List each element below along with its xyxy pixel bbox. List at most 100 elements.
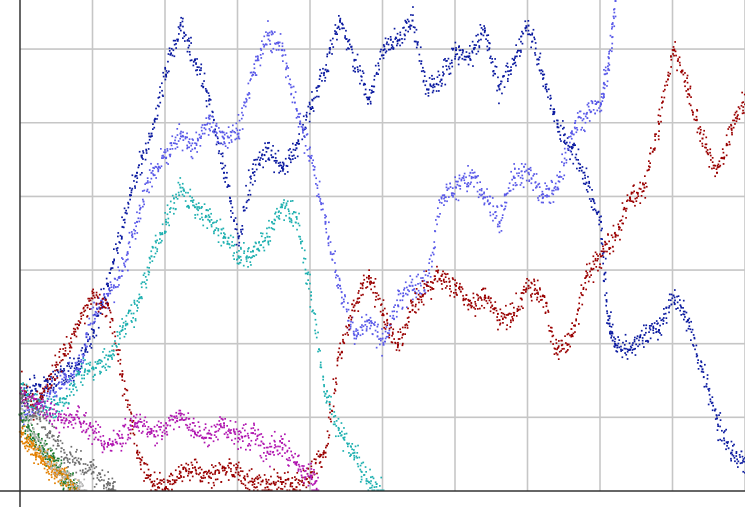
- point: [648, 166, 651, 168]
- data-point-0-6: [107, 284, 109, 287]
- point: [520, 163, 523, 165]
- data-point-3-7: [121, 329, 124, 331]
- point: [574, 325, 576, 327]
- data-point-3-3: [63, 402, 66, 405]
- point: [134, 174, 137, 177]
- point: [246, 199, 249, 202]
- point: [401, 326, 404, 329]
- point: [37, 399, 40, 401]
- point: [313, 458, 316, 460]
- point: [483, 25, 485, 27]
- point: [81, 353, 84, 356]
- point: [548, 188, 550, 191]
- point: [231, 241, 233, 243]
- point: [738, 118, 741, 120]
- point: [230, 141, 233, 143]
- point: [593, 202, 596, 205]
- point: [54, 416, 56, 419]
- data-point-2-3: [63, 353, 66, 356]
- point: [377, 323, 379, 326]
- point: [335, 377, 337, 380]
- point: [388, 48, 390, 51]
- point: [231, 475, 234, 478]
- point: [297, 481, 299, 484]
- point: [221, 152, 224, 155]
- point: [210, 212, 212, 215]
- point: [638, 187, 641, 190]
- point: [188, 207, 190, 209]
- point: [104, 299, 107, 302]
- point: [281, 488, 284, 490]
- point: [297, 113, 300, 115]
- point: [684, 85, 686, 88]
- point: [646, 169, 649, 172]
- point: [216, 219, 218, 222]
- point: [319, 349, 321, 352]
- point: [58, 415, 60, 418]
- point: [195, 472, 198, 475]
- point: [84, 345, 87, 347]
- point: [679, 64, 681, 67]
- point: [341, 22, 343, 25]
- data-point-2-39: [585, 275, 588, 277]
- point: [530, 182, 533, 185]
- point: [417, 308, 420, 311]
- point: [441, 273, 444, 276]
- point: [178, 183, 181, 186]
- point: [120, 330, 123, 332]
- point: [510, 321, 512, 324]
- point: [145, 148, 147, 151]
- point: [174, 147, 177, 150]
- point: [691, 111, 694, 113]
- point: [551, 181, 553, 183]
- point: [428, 258, 431, 260]
- point: [129, 309, 132, 312]
- point: [372, 477, 375, 480]
- point: [576, 167, 578, 170]
- point: [298, 483, 301, 486]
- point: [698, 127, 700, 130]
- point: [37, 401, 39, 404]
- point: [537, 183, 539, 186]
- point: [492, 219, 494, 222]
- point: [614, 239, 616, 242]
- point: [36, 407, 38, 409]
- point: [107, 292, 110, 295]
- point: [75, 386, 77, 389]
- point: [31, 403, 34, 406]
- point: [585, 276, 587, 279]
- point: [496, 319, 499, 322]
- point: [277, 486, 280, 489]
- point: [461, 49, 464, 51]
- point: [140, 296, 143, 298]
- point: [52, 389, 55, 392]
- point: [181, 20, 184, 23]
- point: [591, 268, 594, 271]
- point: [278, 165, 280, 167]
- point: [38, 401, 40, 403]
- point: [225, 176, 228, 179]
- point: [565, 159, 568, 161]
- point: [363, 93, 366, 96]
- point: [416, 298, 419, 300]
- point: [368, 322, 371, 324]
- point: [278, 41, 281, 44]
- point: [603, 96, 605, 99]
- point: [390, 38, 392, 41]
- point: [353, 454, 355, 457]
- point: [307, 468, 310, 470]
- point: [43, 388, 45, 390]
- point: [204, 124, 207, 126]
- point: [344, 295, 346, 298]
- point: [466, 183, 468, 185]
- point: [261, 232, 264, 235]
- point: [91, 367, 93, 370]
- point: [278, 476, 280, 479]
- point: [422, 293, 425, 296]
- point: [119, 373, 122, 375]
- point: [481, 193, 483, 196]
- point: [469, 45, 471, 47]
- point: [328, 434, 331, 436]
- point: [505, 193, 507, 196]
- point: [458, 45, 460, 47]
